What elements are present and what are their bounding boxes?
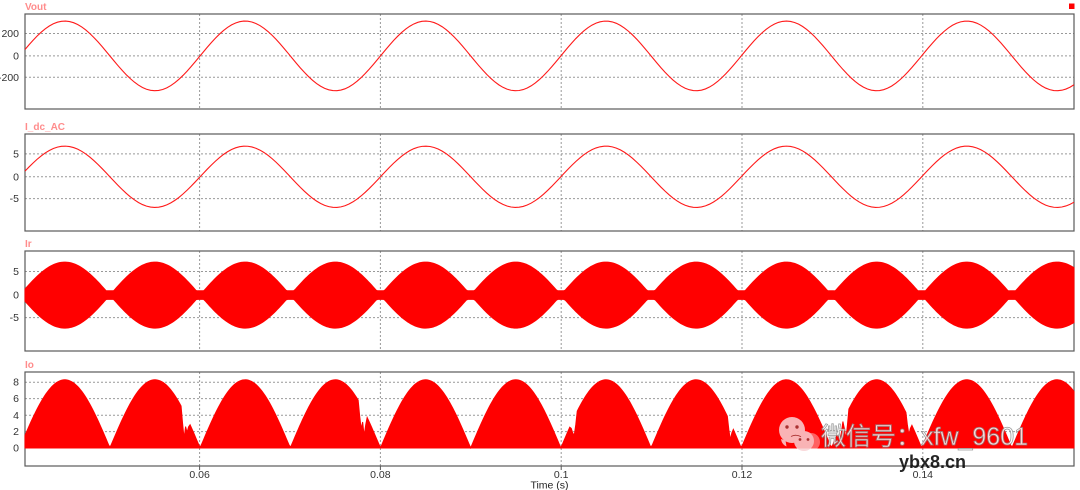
svg-text:-5: -5 [10, 312, 19, 324]
svg-text:2: 2 [13, 426, 19, 438]
svg-text:Ir: Ir [25, 239, 32, 250]
svg-text:Time (s): Time (s) [530, 480, 568, 490]
svg-text:-5: -5 [10, 193, 19, 205]
svg-text:0: 0 [13, 443, 19, 455]
svg-text:0.06: 0.06 [189, 469, 210, 481]
svg-text:5: 5 [13, 266, 19, 278]
svg-text:6: 6 [13, 393, 19, 405]
svg-text:4: 4 [13, 410, 19, 422]
svg-text:Io: Io [25, 360, 34, 371]
svg-text:0: 0 [13, 171, 19, 183]
svg-text:5: 5 [13, 148, 19, 160]
svg-text:0: 0 [13, 50, 19, 62]
svg-text:8: 8 [13, 377, 19, 389]
svg-text:0: 0 [13, 290, 19, 302]
svg-text:I_dc_AC: I_dc_AC [25, 122, 65, 133]
svg-text:0.12: 0.12 [732, 469, 753, 481]
svg-text:Vout: Vout [25, 2, 47, 13]
svg-text:-200: -200 [0, 72, 19, 84]
svg-text:200: 200 [1, 28, 19, 40]
svg-text:0.08: 0.08 [370, 469, 391, 481]
